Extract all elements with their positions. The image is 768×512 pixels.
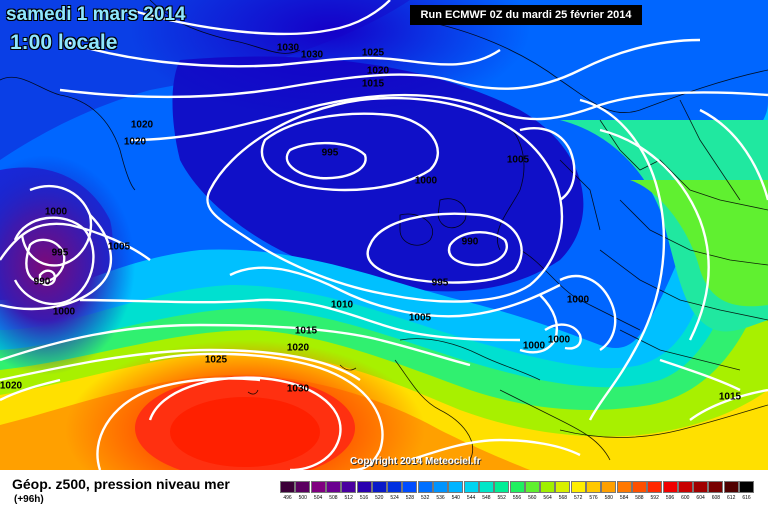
isobar-label: 1015 [295,326,318,337]
isobar-label: 990 [462,237,479,248]
scale-swatch [326,481,341,493]
scale-swatch [387,481,402,493]
scale-swatch [724,481,739,493]
scale-swatch [693,481,708,493]
scale-swatch [510,481,525,493]
isobar-label: 1020 [124,137,147,148]
scale-swatch [540,481,555,493]
isobar-label: 1025 [362,48,385,59]
scale-swatch [663,481,678,493]
scale-tick-label: 560 [524,495,540,501]
scale-tick-label: 576 [586,495,602,501]
scale-tick-label: 572 [570,495,586,501]
scale-tick-label: 556 [509,495,525,501]
scale-tick-label: 596 [662,495,678,501]
scale-swatch [357,481,372,493]
scale-tick-label: 584 [616,495,632,501]
scale-swatch [708,481,723,493]
scale-swatch [494,481,509,493]
isobar-label: 1030 [301,50,324,61]
scale-tick-label: 608 [708,495,724,501]
isobar-label: 995 [432,278,449,289]
forecast-time: 1:00 locale [10,31,117,55]
scale-swatch [571,481,586,493]
scale-tick-label: 500 [295,495,311,501]
isobar-label: 1025 [205,355,228,366]
scale-tick-label: 552 [494,495,510,501]
scale-swatch [464,481,479,493]
scale-swatch [525,481,540,493]
scale-tick-label: 604 [693,495,709,501]
scale-tick-label: 496 [280,495,296,501]
isobar-label: 990 [34,277,51,288]
scale-swatch [295,481,310,493]
scale-tick-label: 520 [371,495,387,501]
isobar-label: 1000 [415,176,438,187]
scale-swatch [418,481,433,493]
scale-swatch [586,481,601,493]
isobar-label: 1030 [277,43,300,54]
scale-tick-label: 600 [677,495,693,501]
isobar-label: 1015 [719,392,742,403]
scale-swatch [479,481,494,493]
scale-tick-label: 516 [356,495,372,501]
scale-tick-label: 536 [433,495,449,501]
isobar-label: 1020 [287,343,310,354]
forecast-date: samedi 1 mars 2014 [6,4,186,26]
scale-swatch [601,481,616,493]
scale-swatch [341,481,356,493]
isobar-label: 1005 [108,242,131,253]
isobar-label: 1015 [362,79,385,90]
scale-swatch [555,481,570,493]
isobar-label: 1000 [523,341,546,352]
scale-swatch [739,481,754,493]
isobar-label: 1020 [367,66,390,77]
scale-tick-label: 528 [402,495,418,501]
scale-tick-label: 612 [723,495,739,501]
isobar-label: 1000 [53,307,76,318]
scale-tick-label: 568 [555,495,571,501]
scale-tick-label: 616 [739,495,755,501]
scale-swatch [448,481,463,493]
scale-swatch [311,481,326,493]
isobar-label: 1020 [131,120,154,131]
run-info-banner: Run ECMWF 0Z du mardi 25 février 2014 [410,5,642,25]
isobar-label: 1000 [548,335,571,346]
isobar-label: 1005 [507,155,530,166]
isobar-label: 1030 [287,384,310,395]
scale-swatch [280,481,295,493]
scale-tick-label: 588 [631,495,647,501]
parameter-title: Géop. z500, pression niveau mer [12,476,230,492]
forecast-hour: (+96h) [14,494,44,505]
isobar-label: 1010 [331,300,354,311]
scale-swatch [433,481,448,493]
isobar-label: 1005 [409,313,432,324]
scale-tick-label: 592 [647,495,663,501]
scale-swatch [617,481,632,493]
isobar-label: 995 [52,248,69,259]
scale-tick-label: 504 [310,495,326,501]
scale-swatch [372,481,387,493]
scale-tick-label: 564 [540,495,556,501]
scale-swatch [632,481,647,493]
scale-tick-label: 524 [387,495,403,501]
copyright-notice: Copyright 2014 Meteociel.fr [350,456,481,467]
isobar-label: 1000 [45,207,68,218]
color-scale: 496 500 504 508 512 516 520 524 528 532 536 540 544 5… [280,481,756,505]
isobar-label: 1000 [567,295,590,306]
isobar-label: 995 [322,148,339,159]
scale-tick-label: 544 [463,495,479,501]
scale-swatch [402,481,417,493]
scale-tick-label: 548 [478,495,494,501]
scale-swatch [647,481,662,493]
isobar-label: 1020 [0,381,23,392]
scale-tick-label: 512 [341,495,357,501]
scale-swatch [678,481,693,493]
scale-tick-label: 580 [601,495,617,501]
scale-tick-label: 532 [417,495,433,501]
scale-tick-label: 540 [448,495,464,501]
scale-tick-label: 508 [325,495,341,501]
